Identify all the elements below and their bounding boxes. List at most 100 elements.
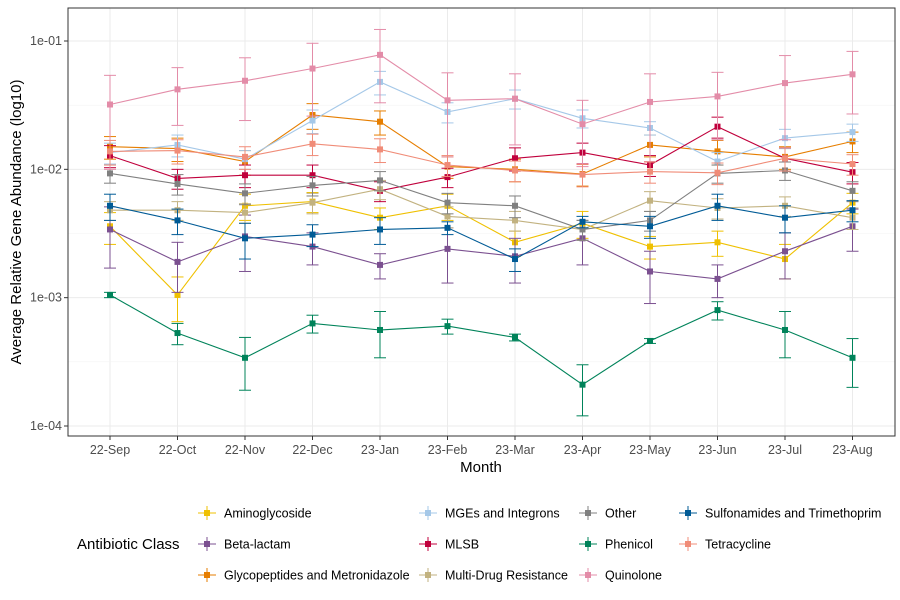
data-point: [512, 256, 518, 263]
data-point: [242, 354, 248, 361]
y-tick-label: 1e-01: [30, 34, 62, 48]
x-tick-label: 23-Feb: [428, 443, 468, 457]
data-point: [714, 202, 721, 209]
legend-label: MLSB: [445, 538, 479, 552]
y-tick-label: 1e-04: [30, 419, 62, 433]
series-line: [109, 205, 853, 260]
data-point: [309, 231, 316, 238]
data-point: [107, 202, 113, 209]
x-tick-label: 23-Jan: [361, 443, 399, 457]
x-tick-label: 23-Jun: [698, 443, 736, 457]
data-point: [512, 217, 518, 224]
data-point: [309, 320, 316, 327]
legend-label: Multi-Drug Resistance: [445, 569, 568, 583]
series-line: [109, 169, 853, 231]
legend-label: Glycopeptides and Metronidazole: [224, 569, 410, 583]
x-tick-label: 22-Sep: [90, 443, 130, 457]
data-point: [647, 98, 653, 105]
data-point: [309, 199, 316, 206]
legend-label: MGEs and Integrons: [445, 507, 560, 521]
error-bar: [711, 71, 724, 141]
series-layer: [104, 28, 859, 417]
data-point: [242, 235, 248, 242]
data-point: [377, 118, 383, 125]
data-point: [444, 323, 451, 330]
series-sulfonamides-and-trimethoprim: [104, 193, 859, 272]
error-bar: [239, 336, 251, 391]
data-point: [714, 148, 721, 155]
legend-key-point: [585, 541, 591, 547]
legend-key-point: [425, 572, 431, 578]
data-point: [714, 169, 721, 176]
data-point: [512, 167, 518, 174]
data-point: [309, 182, 316, 189]
data-point: [714, 239, 721, 246]
legend-key-point: [425, 510, 431, 516]
data-point: [512, 334, 518, 341]
x-axis-title: Month: [460, 459, 502, 476]
data-point: [174, 330, 181, 337]
data-point: [309, 172, 316, 179]
series-line: [109, 201, 853, 296]
data-point: [242, 77, 248, 84]
data-point: [444, 213, 451, 220]
data-point: [849, 354, 856, 361]
data-point: [377, 326, 383, 333]
x-tick-label: 23-Mar: [495, 443, 535, 457]
error-bar: [239, 57, 251, 122]
legend-item-tetracycline: Tetracycline: [679, 537, 771, 552]
y-axis: 1e-01 1e-02 1e-03 1e-04: [30, 34, 68, 433]
legend: Antibiotic Class Aminoglycoside Beta-lact…: [77, 506, 881, 583]
data-point: [107, 148, 113, 155]
legend-label: Other: [605, 507, 636, 521]
data-point: [444, 97, 451, 104]
legend-key-point: [585, 510, 591, 516]
series-quinolone: [104, 28, 859, 170]
data-point: [174, 86, 181, 93]
data-point: [647, 197, 653, 204]
data-point: [309, 140, 316, 147]
x-tick-label: 23-Aug: [832, 443, 872, 457]
series-line: [109, 225, 853, 280]
data-point: [782, 248, 788, 255]
x-tick-label: 23-Jul: [768, 443, 802, 457]
y-tick-label: 1e-02: [30, 162, 62, 176]
error-bar: [576, 364, 589, 417]
data-point: [242, 172, 248, 179]
legend-key-point: [204, 510, 210, 516]
data-point: [309, 117, 316, 124]
error-bar: [779, 311, 791, 359]
error-bar: [846, 50, 859, 115]
legend-item-multi-drug-resistance: Multi-Drug Resistance: [419, 568, 568, 583]
data-point: [782, 80, 788, 87]
data-point: [309, 65, 316, 72]
legend-label: Quinolone: [605, 569, 662, 583]
legend-item-glycopeptides-and-metronidazole: Glycopeptides and Metronidazole: [198, 568, 410, 583]
x-tick-label: 22-Nov: [225, 443, 266, 457]
data-point: [377, 177, 383, 184]
legend-item-beta-lactam: Beta-lactam: [198, 537, 291, 552]
data-point: [714, 158, 721, 165]
data-point: [444, 199, 451, 206]
data-point: [107, 291, 113, 298]
data-point: [647, 243, 653, 250]
data-point: [849, 129, 856, 136]
data-point: [714, 275, 721, 282]
series-tetracycline: [104, 133, 859, 188]
data-point: [849, 187, 856, 194]
series-line: [109, 81, 853, 163]
data-point: [377, 51, 383, 58]
error-bar: [779, 55, 791, 141]
legend-label: Sulfonamides and Trimethoprim: [705, 507, 881, 521]
data-point: [444, 224, 451, 231]
error-bar: [171, 67, 184, 126]
data-point: [242, 209, 248, 216]
legend-item-sulfonamides-and-trimethoprim: Sulfonamides and Trimethoprim: [679, 506, 881, 521]
data-point: [782, 155, 788, 162]
data-point: [107, 226, 113, 233]
y-tick-label: 1e-03: [30, 291, 62, 305]
legend-key-point: [685, 510, 691, 516]
data-point: [377, 146, 383, 153]
legend-item-aminoglycoside: Aminoglycoside: [198, 506, 312, 521]
